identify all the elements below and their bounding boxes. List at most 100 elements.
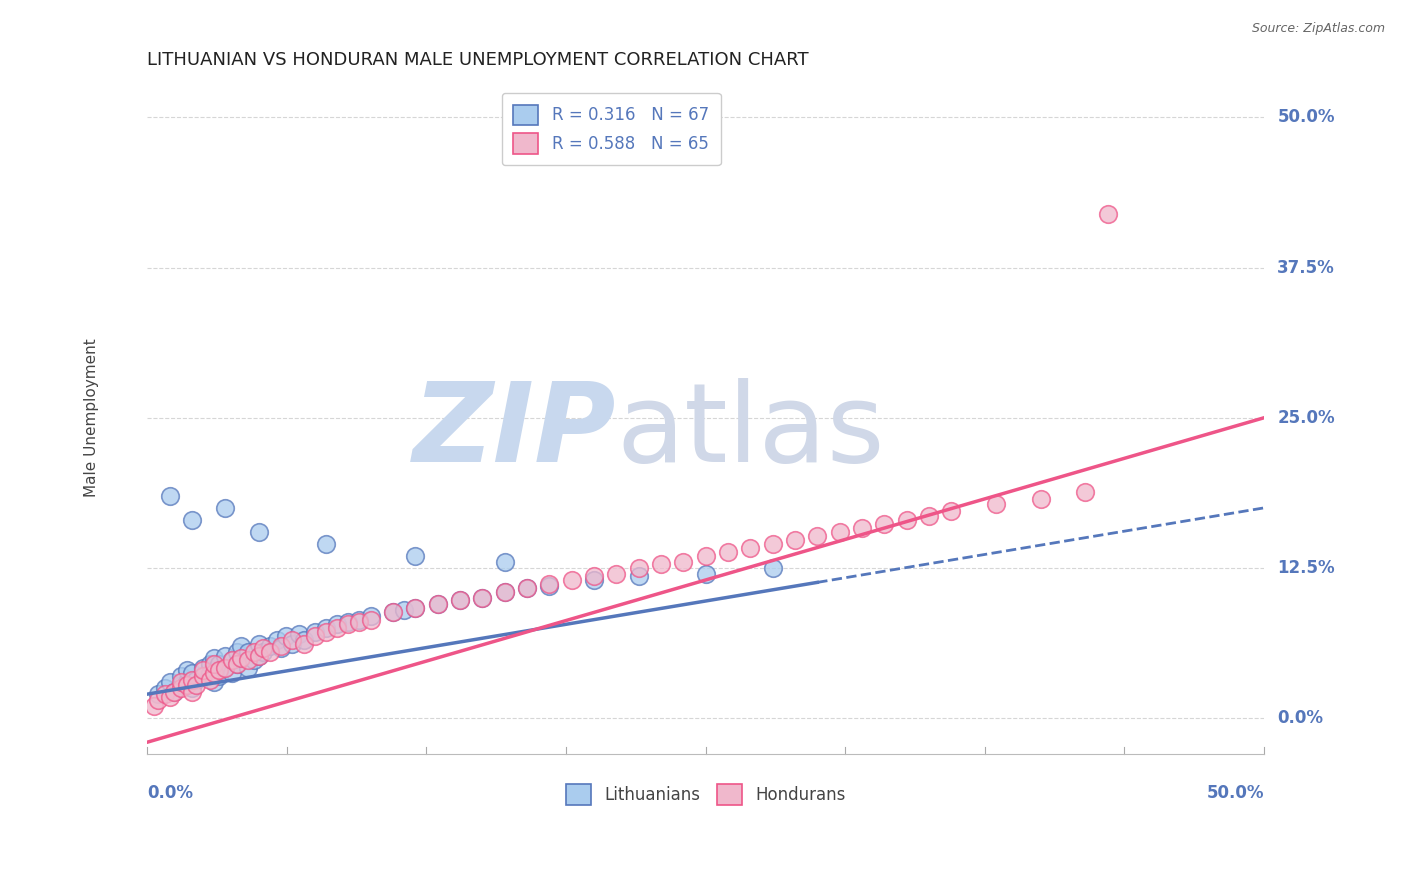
Text: 0.0%: 0.0% [148,784,193,802]
Point [349,615,371,629]
Point [381,606,404,620]
Text: 25.0%: 25.0% [1277,409,1334,426]
Text: atlas: atlas [616,377,884,484]
Point [198,657,221,671]
Point [191,661,214,675]
Point [627,561,650,575]
Point [176,663,198,677]
Point [153,681,176,695]
Point [695,566,717,581]
Point [236,645,259,659]
Point [281,633,304,648]
Point [202,657,225,671]
Text: Source: ZipAtlas.com: Source: ZipAtlas.com [1251,22,1385,36]
Point [202,663,225,677]
Point [221,653,243,667]
Point [163,684,186,698]
Point [214,500,236,515]
Point [202,665,225,680]
Point [191,669,214,683]
Point [186,677,208,691]
Point [392,603,415,617]
Point [582,573,605,587]
Point [198,673,221,687]
Point [270,641,292,656]
Point [270,639,292,653]
Point [252,645,274,659]
Point [471,591,494,605]
Point [449,593,471,607]
Point [315,624,337,639]
Point [247,637,270,651]
Point [143,699,166,714]
Point [148,687,170,701]
Text: 37.5%: 37.5% [1277,259,1336,277]
Point [229,651,252,665]
Point [159,675,181,690]
Point [202,675,225,690]
Point [163,684,186,698]
Point [259,639,281,653]
Point [315,537,337,551]
Point [202,651,225,665]
Point [214,661,236,675]
Point [214,648,236,663]
Point [304,630,326,644]
Point [176,675,198,690]
Point [695,549,717,563]
Point [1029,492,1052,507]
Point [181,673,204,687]
Text: ZIP: ZIP [413,377,616,484]
Point [208,669,231,683]
Point [181,665,204,680]
Point [288,627,311,641]
Point [851,521,873,535]
Text: 0.0%: 0.0% [1277,709,1323,727]
Point [381,606,404,620]
Point [561,573,583,587]
Point [873,516,896,531]
Point [198,665,221,680]
Point [337,615,360,629]
Point [538,579,561,593]
Point [247,648,270,663]
Point [221,653,243,667]
Point [1097,206,1119,220]
Point [214,661,236,675]
Point [236,653,259,667]
Point [1074,485,1097,500]
Point [225,657,247,671]
Point [740,541,762,555]
Point [243,645,266,659]
Text: 50.0%: 50.0% [1277,109,1334,127]
Point [941,504,963,518]
Point [337,617,360,632]
Point [538,576,561,591]
Point [349,613,371,627]
Legend: Lithuanians, Hondurans: Lithuanians, Hondurans [557,776,853,814]
Point [326,621,349,635]
Point [404,600,426,615]
Point [281,637,304,651]
Point [236,661,259,675]
Point [426,597,449,611]
Text: LITHUANIAN VS HONDURAN MALE UNEMPLOYMENT CORRELATION CHART: LITHUANIAN VS HONDURAN MALE UNEMPLOYMENT… [148,51,808,69]
Point [315,621,337,635]
Point [304,624,326,639]
Point [170,669,193,683]
Point [494,585,516,599]
Point [153,687,176,701]
Point [292,633,315,648]
Point [984,497,1007,511]
Point [650,558,672,572]
Text: Male Unemployment: Male Unemployment [84,338,98,497]
Point [326,617,349,632]
Point [186,673,208,687]
Point [426,597,449,611]
Point [516,582,538,596]
Point [360,609,382,624]
Point [806,528,828,542]
Point [191,669,214,683]
Point [292,637,315,651]
Point [266,633,288,648]
